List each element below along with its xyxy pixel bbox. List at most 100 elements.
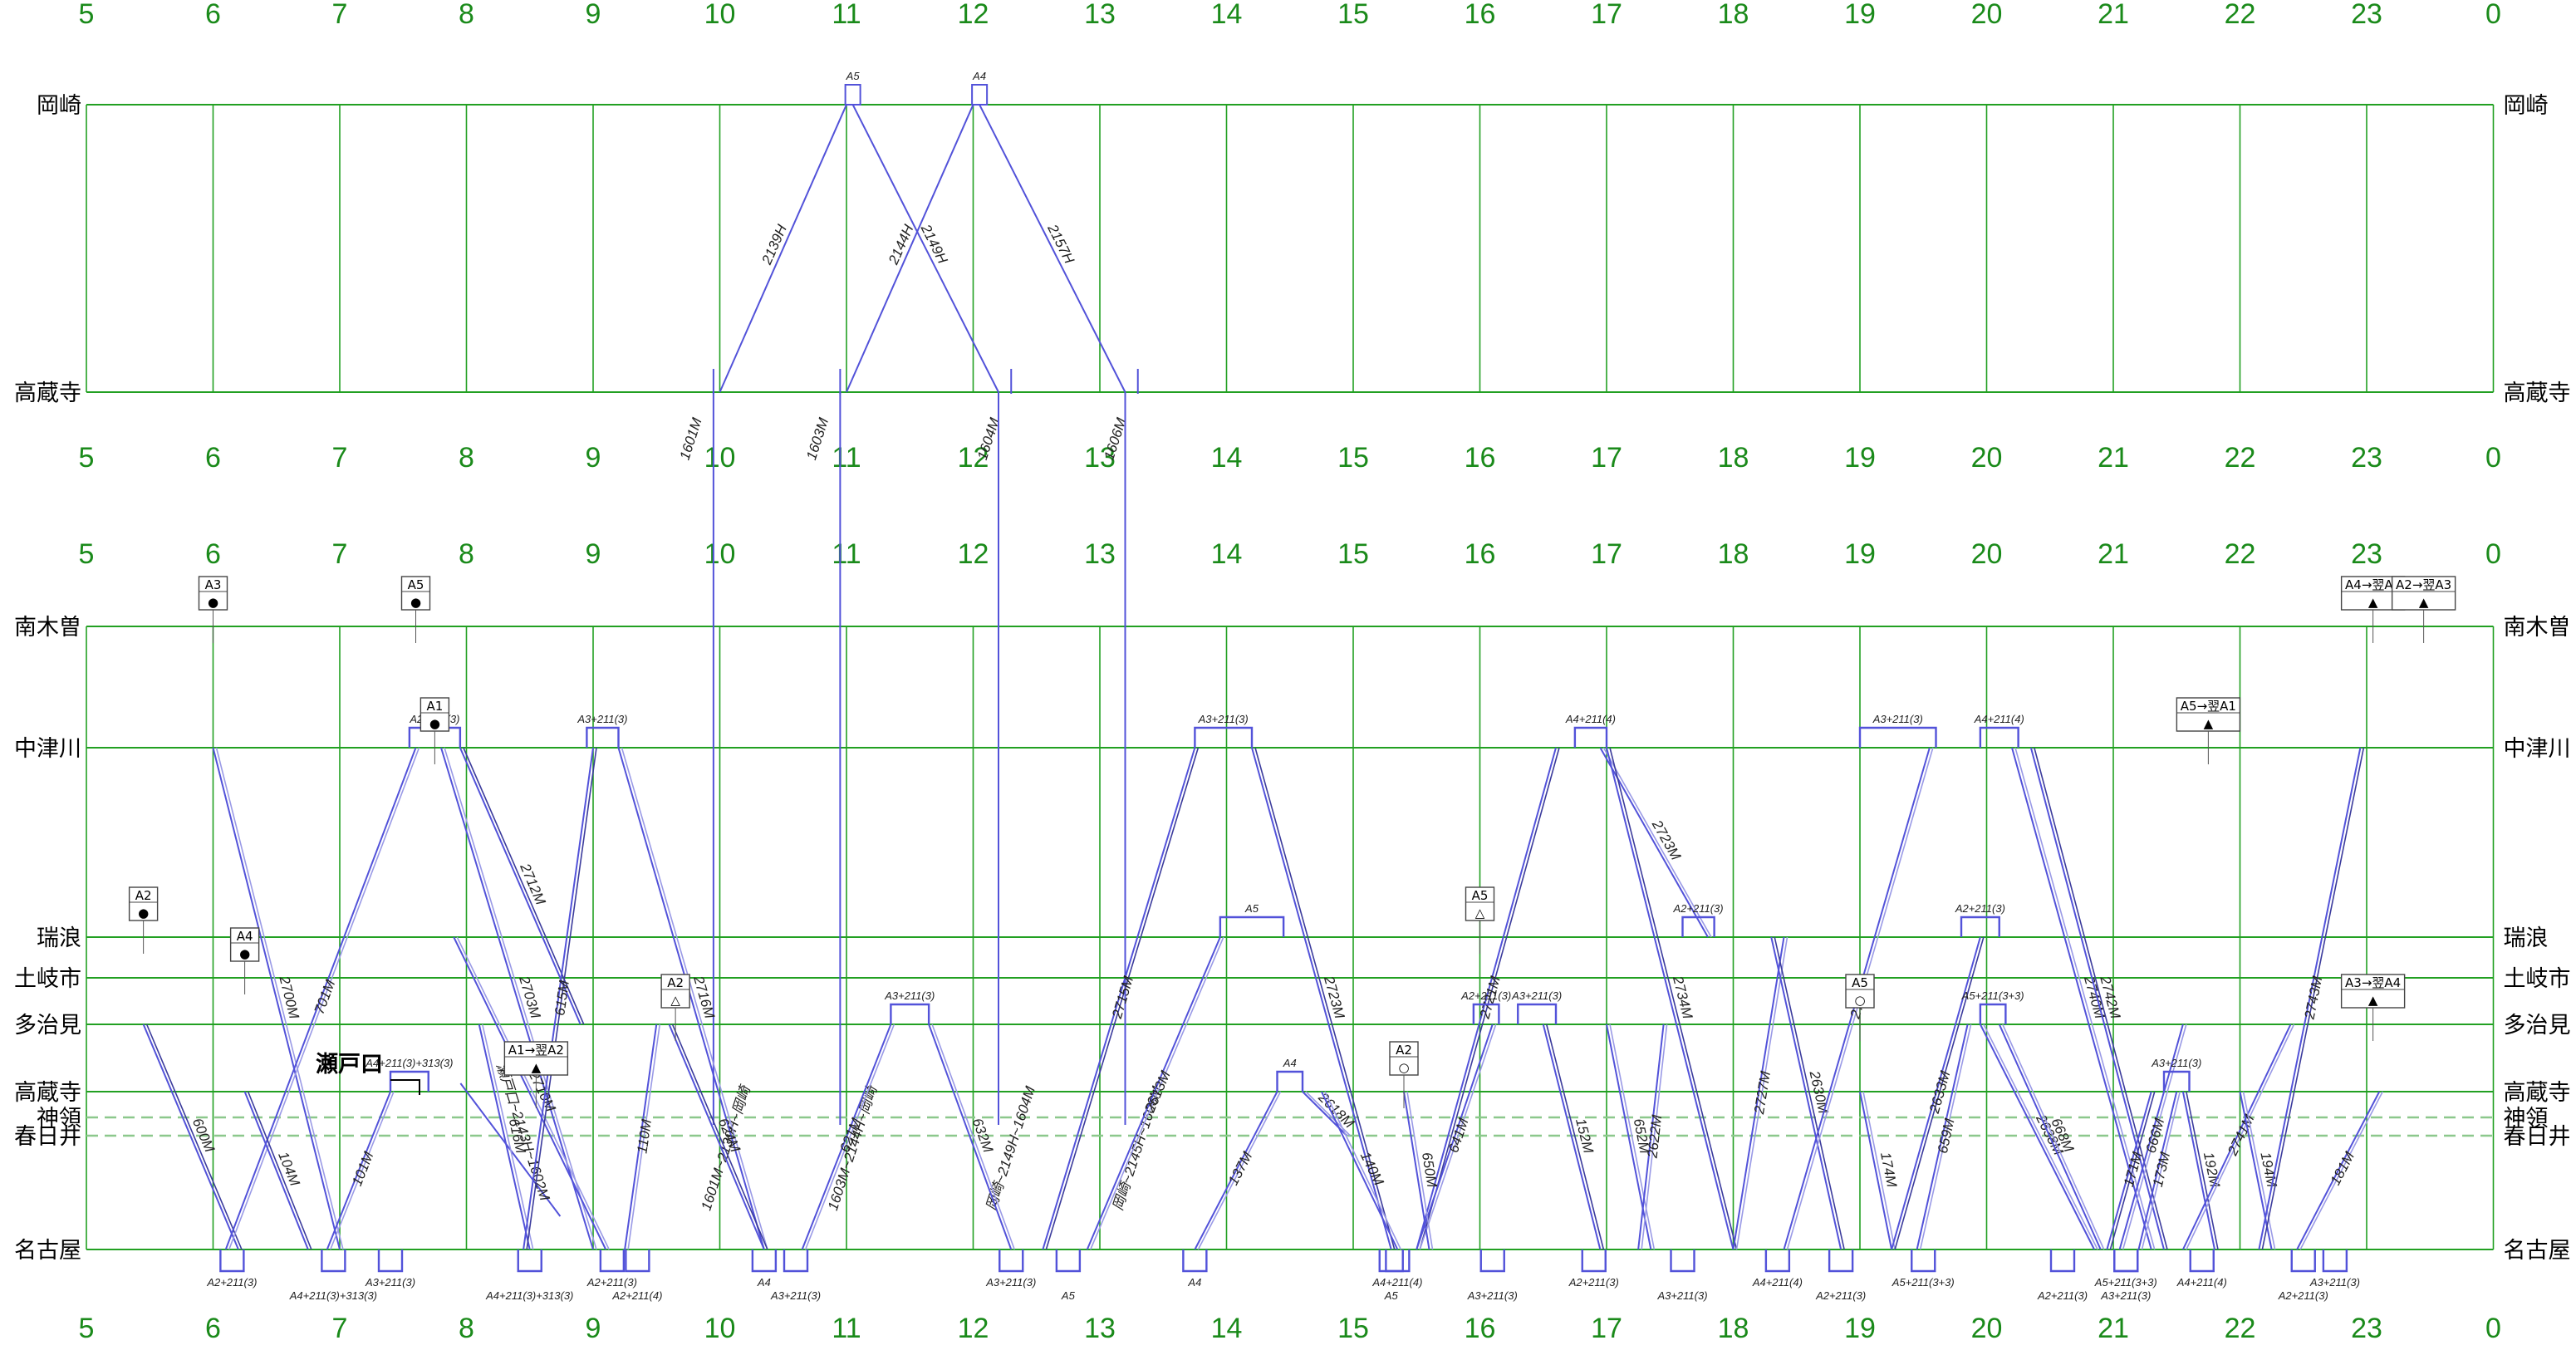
- consist-label: A4+211(3)+313(3): [365, 1057, 453, 1069]
- train-line-shadow: [2109, 1091, 2156, 1250]
- hour-label: 12: [958, 1313, 989, 1344]
- consist-label: A2+211(3): [586, 1276, 637, 1289]
- turnaround-box: [1960, 916, 2000, 937]
- train-line-shadow: [627, 1024, 661, 1250]
- train-line: [2118, 1024, 2184, 1250]
- hour-label: 7: [332, 442, 348, 474]
- hour-label: 15: [1337, 0, 1369, 30]
- consist-label: A2+211(3): [2037, 1289, 2088, 1302]
- turnaround-box: [1979, 726, 2019, 748]
- marker-box: [1389, 1041, 1419, 1076]
- consist-label: A5+211(3+3): [1892, 1276, 1955, 1289]
- consist-label: A4: [1187, 1276, 1201, 1289]
- train-line-shadow: [145, 1024, 243, 1250]
- station-label-right: 高蔵寺: [2504, 380, 2571, 406]
- train-number: 1603M: [803, 415, 832, 462]
- marker-symbol: ▲: [2368, 595, 2378, 610]
- train-line: [719, 104, 847, 393]
- turnaround-box: [844, 84, 861, 106]
- station-label-right: 中津川: [2504, 736, 2571, 762]
- hour-label: 11: [832, 538, 861, 570]
- hour-label: 10: [704, 442, 736, 474]
- turnaround-box: [2113, 1249, 2139, 1273]
- turnaround-box: [1479, 1249, 1505, 1273]
- consist-label: A2+211(3): [1568, 1276, 1619, 1289]
- hour-label: 19: [1844, 0, 1876, 30]
- hour-label: 6: [205, 0, 221, 30]
- train-line: [2258, 747, 2362, 1250]
- turnaround-box: [321, 1249, 346, 1273]
- train-number: 2715M: [1109, 974, 1137, 1021]
- through-links: 1601M~2139H~岡崎 1603M~2144H~岡崎 岡崎~2149H~160…: [459, 392, 1165, 1217]
- train-number: 1601M: [677, 415, 705, 462]
- train-line: [979, 104, 1126, 393]
- turnaround-box: [219, 1249, 245, 1273]
- hour-label: 9: [586, 538, 601, 570]
- turnaround-box: [1276, 1070, 1304, 1092]
- train-number: 615M: [552, 979, 572, 1017]
- train-line: [2011, 747, 2152, 1250]
- station-label-left: 中津川: [14, 736, 81, 762]
- hour-label: 16: [1465, 442, 1496, 474]
- train-line-shadow: [1894, 936, 1985, 1250]
- marker-box: [2340, 974, 2406, 1009]
- station-label-right: 瑞浪: [2504, 925, 2549, 951]
- train-line: [1606, 747, 1735, 1250]
- consist-label: A2+211(3): [206, 1276, 257, 1289]
- marker-label: A1→翌A2: [508, 1043, 564, 1058]
- hour-label: 18: [1718, 1313, 1749, 1344]
- hour-label: 0: [2485, 538, 2501, 570]
- consist-label: A3+211(3): [2100, 1289, 2151, 1302]
- turnaround-box: [2322, 1249, 2348, 1273]
- train-line-shadow: [2261, 747, 2365, 1250]
- hour-label: 23: [2351, 0, 2382, 30]
- train-line: [1998, 1024, 2102, 1250]
- train-line: [2296, 1091, 2381, 1250]
- hour-label: 13: [1084, 1313, 1116, 1344]
- train-line-shadow: [1197, 1091, 1282, 1250]
- hour-label: 19: [1844, 538, 1876, 570]
- hour-label: 13: [1084, 538, 1116, 570]
- marker-label: A3: [205, 577, 222, 592]
- train-line: [1606, 1024, 1652, 1250]
- hour-label: 11: [832, 1313, 861, 1344]
- turnaround-box: [2162, 1070, 2191, 1092]
- train-line: [453, 936, 607, 1250]
- train-line-shadow: [2186, 1091, 2219, 1250]
- train-line: [2181, 1024, 2292, 1250]
- consist-label: A2+211(3): [1815, 1289, 1866, 1302]
- consist-label: A5+211(3+3): [2094, 1276, 2157, 1289]
- marker-label: A2: [1396, 1043, 1412, 1058]
- consist-label: A3+211(3): [577, 713, 627, 725]
- station-label-left: 春日井: [14, 1124, 81, 1150]
- turnaround-box: [2049, 1249, 2076, 1273]
- marker-box: [503, 1041, 569, 1076]
- train-number: 181M: [2328, 1148, 2358, 1187]
- train-line-shadow: [1983, 1024, 2098, 1250]
- marker-symbol: ○: [1398, 1060, 1409, 1075]
- train-line-shadow: [463, 747, 585, 1025]
- hour-label: 15: [1337, 442, 1369, 474]
- nagoya-consists: A2+211(3)A4+211(3)+313(3)A3+211(3)A4+211…: [206, 1249, 2360, 1302]
- turnaround-box: [1472, 1003, 1500, 1024]
- turnaround-box: [599, 1249, 626, 1273]
- train-line-shadow: [1609, 1024, 1656, 1250]
- consist-label: A4+211(3)+313(3): [289, 1289, 377, 1302]
- station-label-left: 高蔵寺: [14, 380, 81, 406]
- train-number: 137M: [1225, 1148, 1256, 1187]
- hour-label: 5: [79, 0, 95, 30]
- station-label-left: 神領: [37, 1106, 81, 1132]
- train-number: 2622M: [1644, 1113, 1665, 1160]
- consist-label: A5: [846, 70, 861, 82]
- station-label-right: 土岐市: [2504, 966, 2571, 992]
- turnaround-box: [971, 84, 989, 106]
- train-line: [1416, 747, 1557, 1250]
- marker-label: A2: [135, 888, 152, 903]
- turnaround-box: [2290, 1249, 2316, 1273]
- turnaround-box: [1858, 726, 1937, 748]
- consist-label: A4+211(4): [1565, 713, 1616, 725]
- marker-box: [2176, 697, 2241, 732]
- turnaround-box: [1828, 1249, 1854, 1273]
- marker-box: [2391, 576, 2456, 611]
- markers: A3 ● A5 ● A1 ● A2 ● A4 ● A2 △ A1→翌A2 ▲ A5 △ A2 ○ A5 ○ A5→翌A1…: [128, 576, 2456, 1108]
